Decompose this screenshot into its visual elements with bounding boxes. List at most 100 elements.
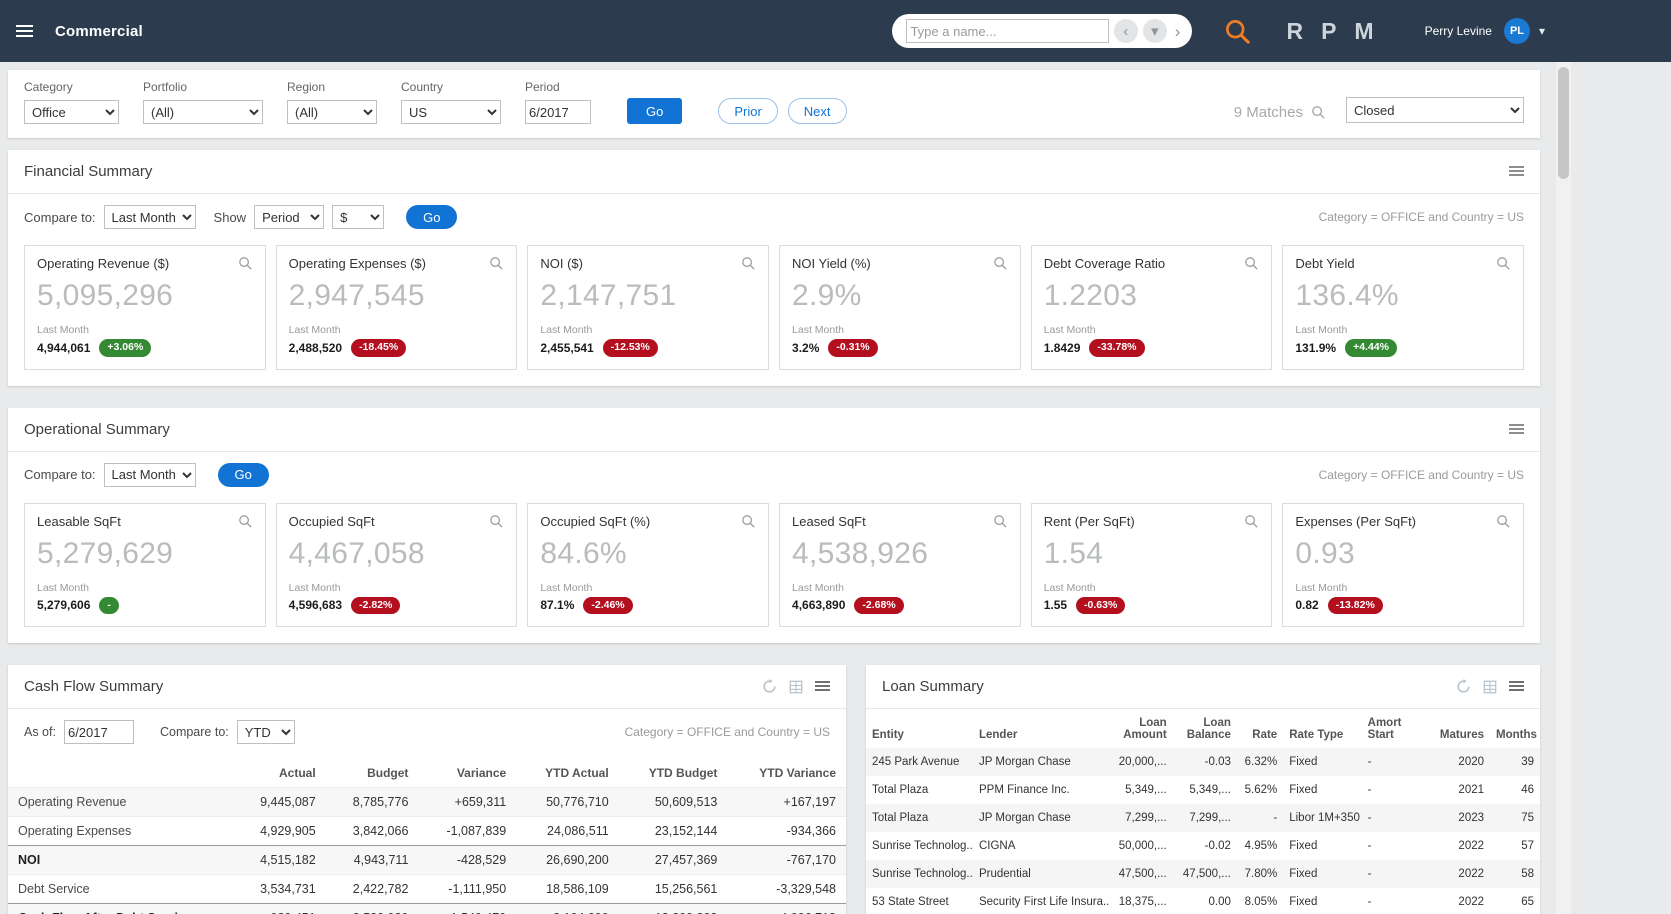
kpi-compare-value: 2,488,520 xyxy=(288,340,343,355)
kpi-search-icon[interactable] xyxy=(489,256,504,271)
cell-months: 57 xyxy=(1521,840,1534,853)
kpi-value: 4,467,058 xyxy=(288,536,425,570)
cell-ytd-actual: 18,586,109 xyxy=(516,874,619,904)
region-select[interactable]: (All) xyxy=(287,100,377,124)
operational-compare-select[interactable]: Last Month xyxy=(103,462,196,487)
cash-flow-compare-select[interactable]: YTD xyxy=(236,720,295,745)
loan-row[interactable]: 53 State Street Security First Life Insu… xyxy=(866,888,1540,914)
menu-icon[interactable] xyxy=(16,24,33,38)
kpi-search-icon[interactable] xyxy=(238,256,253,271)
kpi-compare-label: Last Month xyxy=(1295,324,1348,336)
cell-loan-amount: 50,000,... xyxy=(1118,840,1167,853)
kpi-search-icon[interactable] xyxy=(1496,514,1511,529)
cell-ytd-actual: 8,104,090 xyxy=(516,903,619,914)
status-select[interactable]: Closed xyxy=(1346,97,1524,123)
cell-loan-balance: 0.00 xyxy=(1208,896,1231,909)
cell-matures: 2020 xyxy=(1458,756,1485,769)
next-result-button[interactable]: ▾ xyxy=(1142,19,1167,43)
col-header: Loan Amount xyxy=(1123,717,1167,742)
cell-variance: -1,087,839 xyxy=(418,816,517,846)
cell-months: 46 xyxy=(1521,784,1534,797)
country-select[interactable]: US xyxy=(401,100,501,124)
portfolio-select[interactable]: (All) xyxy=(143,100,263,124)
brand-search-icon[interactable] xyxy=(1224,18,1251,45)
loan-row[interactable]: Total Plaza PPM Finance Inc. 5,349,... 5… xyxy=(866,776,1540,804)
cell-amort-start: - xyxy=(1367,868,1372,881)
loan-row[interactable]: Sunrise Technolog... CIGNA 50,000,... -0… xyxy=(866,832,1540,860)
kpi-compare-label: Last Month xyxy=(540,324,593,336)
portfolio-field: Portfolio (All) xyxy=(143,80,263,124)
status-field: Closed xyxy=(1346,97,1524,123)
cell-months: 75 xyxy=(1521,812,1534,825)
loan-row[interactable]: Total Plaza JP Morgan Chase 7,299,... 7,… xyxy=(866,804,1540,833)
operational-summary-menu-icon[interactable] xyxy=(1509,423,1524,435)
kpi-search-icon[interactable] xyxy=(489,514,504,529)
search-input[interactable] xyxy=(906,19,1109,43)
kpi-title: Rent (Per SqFt) xyxy=(1043,513,1135,529)
kpi-compare-value: 5,279,606 xyxy=(37,598,91,613)
filter-go-button[interactable]: Go xyxy=(627,98,683,124)
cell-loan-amount: 47,500,... xyxy=(1118,868,1167,881)
cell-loan-balance: -0.02 xyxy=(1204,840,1231,853)
show-period-select[interactable]: Period xyxy=(254,205,325,229)
loan-row[interactable]: Sunrise Technolog... Prudential 47,500,.… xyxy=(866,860,1540,889)
kpi-search-icon[interactable] xyxy=(1244,256,1259,271)
kpi-change-badge: -13.82% xyxy=(1327,596,1383,615)
currency-select[interactable]: $ xyxy=(332,205,385,229)
refresh-icon[interactable] xyxy=(1456,679,1471,694)
kpi-search-icon[interactable] xyxy=(1496,256,1511,271)
kpi-search-icon[interactable] xyxy=(741,514,756,529)
prior-button[interactable]: Prior xyxy=(718,98,778,124)
cell-rate-type: Fixed xyxy=(1289,840,1318,853)
financial-compare-select[interactable]: Last Month xyxy=(103,205,196,229)
cash-flow-row: NOI 4,515,182 4,943,711 -428,529 26,690,… xyxy=(8,845,846,875)
kpi-compare-label: Last Month xyxy=(37,581,89,594)
operational-go-button[interactable]: Go xyxy=(217,462,269,487)
operational-summary-title: Operational Summary xyxy=(24,420,170,438)
financial-go-button[interactable]: Go xyxy=(406,205,458,229)
cell-months: 58 xyxy=(1521,868,1534,881)
prev-result-button[interactable]: ‹ xyxy=(1113,19,1138,43)
kpi-search-icon[interactable] xyxy=(238,514,253,529)
cell-lender: Prudential xyxy=(978,868,1031,881)
cell-entity: Total Plaza xyxy=(872,812,929,825)
export-excel-icon[interactable] xyxy=(1483,680,1497,694)
as-of-input[interactable] xyxy=(63,720,134,745)
loan-table: Entity Lender Loan Amount Loan Balance R… xyxy=(866,711,1540,914)
category-select[interactable]: Office xyxy=(24,100,119,124)
kpi-search-icon[interactable] xyxy=(1244,514,1259,529)
matches-search-icon[interactable] xyxy=(1311,105,1326,120)
kpi-value: 84.6% xyxy=(540,536,627,570)
account-chevron-down-icon[interactable]: ▾ xyxy=(1538,24,1545,38)
page-content: Category Office Portfolio (All) Region (… xyxy=(0,62,1548,914)
avatar[interactable]: PL xyxy=(1503,18,1530,44)
cell-ytd-budget: 15,256,561 xyxy=(618,874,728,904)
cell-entity: Sunrise Technolog... xyxy=(872,840,973,853)
vertical-scrollbar[interactable] xyxy=(1556,62,1571,914)
loan-summary-menu-icon[interactable] xyxy=(1509,681,1524,692)
cell-lender: Security First Life Insura... xyxy=(978,896,1109,909)
col-header: Amort Start xyxy=(1367,717,1402,742)
cell-rate: 5.62% xyxy=(1244,784,1278,797)
kpi-value: 2,947,545 xyxy=(288,279,425,312)
period-input[interactable] xyxy=(525,100,591,124)
loan-row[interactable]: 245 Park Avenue JP Morgan Chase 20,000,.… xyxy=(866,748,1540,777)
cell-variance: -1,111,950 xyxy=(418,874,517,904)
cash-flow-row: Debt Service 3,534,731 2,422,782 -1,111,… xyxy=(8,874,846,904)
col-header: Variance xyxy=(456,766,507,781)
financial-summary-menu-icon[interactable] xyxy=(1509,166,1524,177)
cell-ytd-variance: +167,197 xyxy=(727,787,846,817)
kpi-search-icon[interactable] xyxy=(993,514,1008,529)
cell-rate-type: Fixed xyxy=(1289,896,1318,909)
cash-flow-row: Cash Flow After Debt Service 980,451 2,5… xyxy=(8,903,846,914)
scrollbar-thumb[interactable] xyxy=(1558,67,1569,179)
cell-lender: PPM Finance Inc. xyxy=(978,784,1070,797)
export-excel-icon[interactable] xyxy=(789,680,803,694)
next-button[interactable]: Next xyxy=(787,98,847,124)
cash-flow-menu-icon[interactable] xyxy=(815,681,830,692)
search-go-icon[interactable]: › xyxy=(1174,21,1181,41)
kpi-search-icon[interactable] xyxy=(741,256,756,271)
kpi-search-icon[interactable] xyxy=(993,256,1008,271)
cell-actual: 9,445,087 xyxy=(233,787,326,817)
refresh-icon[interactable] xyxy=(762,679,777,694)
